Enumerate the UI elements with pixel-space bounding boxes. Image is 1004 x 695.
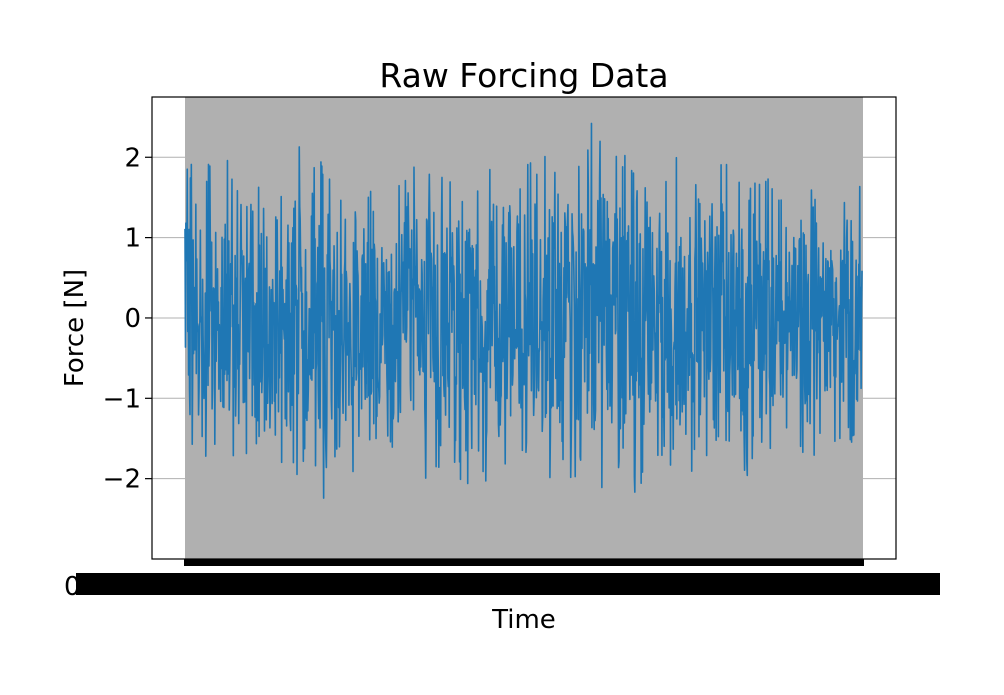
y-tick-label: 2 bbox=[124, 143, 141, 173]
y-tick-label: −1 bbox=[103, 384, 141, 414]
plot-area bbox=[151, 96, 897, 566]
y-tick-label: 0 bbox=[124, 304, 141, 334]
series-group bbox=[184, 122, 863, 499]
chart-title: Raw Forcing Data bbox=[379, 56, 668, 95]
x-tick-labels: 0 bbox=[64, 572, 940, 602]
y-axis-ticks: 2 1 0 −1 −2 bbox=[103, 143, 152, 495]
x-tick-band bbox=[184, 559, 864, 566]
y-axis-label: Force [N] bbox=[60, 269, 90, 387]
y-tick-label: 1 bbox=[124, 224, 141, 254]
series-line bbox=[184, 122, 863, 499]
y-tick-label: −2 bbox=[103, 465, 141, 495]
x-tick-labels-overlap bbox=[76, 573, 940, 595]
x-axis-label: Time bbox=[491, 605, 556, 635]
